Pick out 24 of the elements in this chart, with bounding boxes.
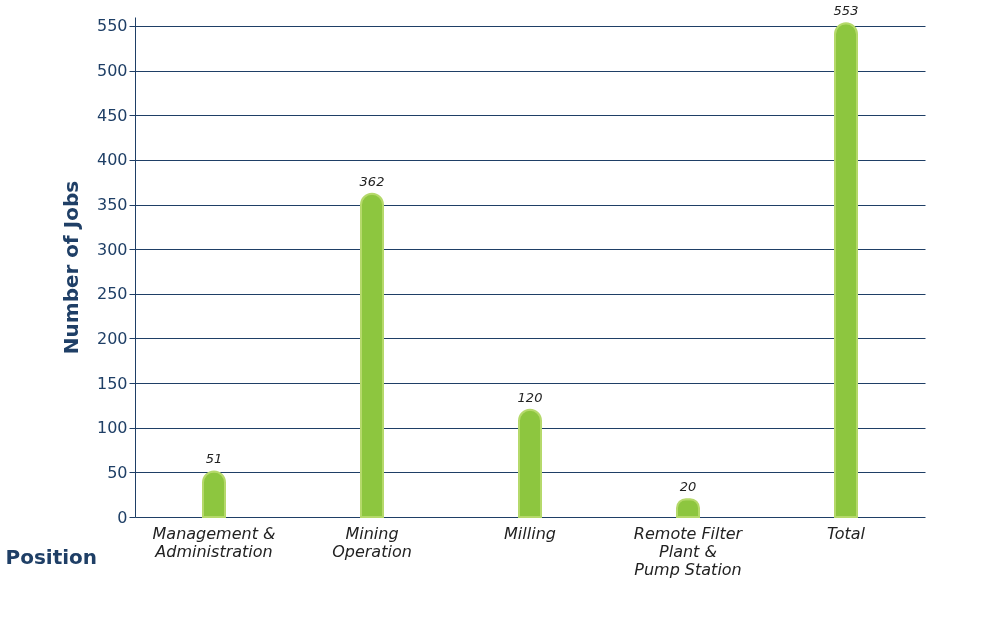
y-tick-label: 50 xyxy=(107,462,128,482)
y-tick-label: 350 xyxy=(96,195,128,214)
y-tick-label: 450 xyxy=(96,105,128,125)
y-tick-label: 150 xyxy=(96,373,128,393)
y-tick-label: 200 xyxy=(96,328,128,348)
x-tick-label: Total xyxy=(826,523,866,543)
y-tick-label: 250 xyxy=(96,284,128,304)
y-tick-label: 100 xyxy=(96,418,128,438)
y-tick-label: 300 xyxy=(96,239,128,259)
y-tick-label: 400 xyxy=(96,150,128,170)
y-tick-label: 550 xyxy=(96,16,128,36)
x-axis-title: Position xyxy=(5,544,98,569)
y-tick-label: 500 xyxy=(96,61,128,81)
data-label: 553 xyxy=(833,3,859,19)
data-label: 51 xyxy=(205,451,223,467)
data-label: 20 xyxy=(679,479,697,495)
x-tick-label: Milling xyxy=(504,523,556,543)
data-label: 120 xyxy=(517,389,543,405)
x-tick-label: Mining Operation xyxy=(332,523,412,561)
x-tick-label: Remote Filter Plant & Pump Station xyxy=(633,523,744,579)
y-tick-label: 0 xyxy=(117,507,128,527)
data-label: 362 xyxy=(359,173,385,189)
x-tick-label: Management & Administration xyxy=(152,523,276,561)
y-axis-title: Number of Jobs xyxy=(58,180,83,355)
